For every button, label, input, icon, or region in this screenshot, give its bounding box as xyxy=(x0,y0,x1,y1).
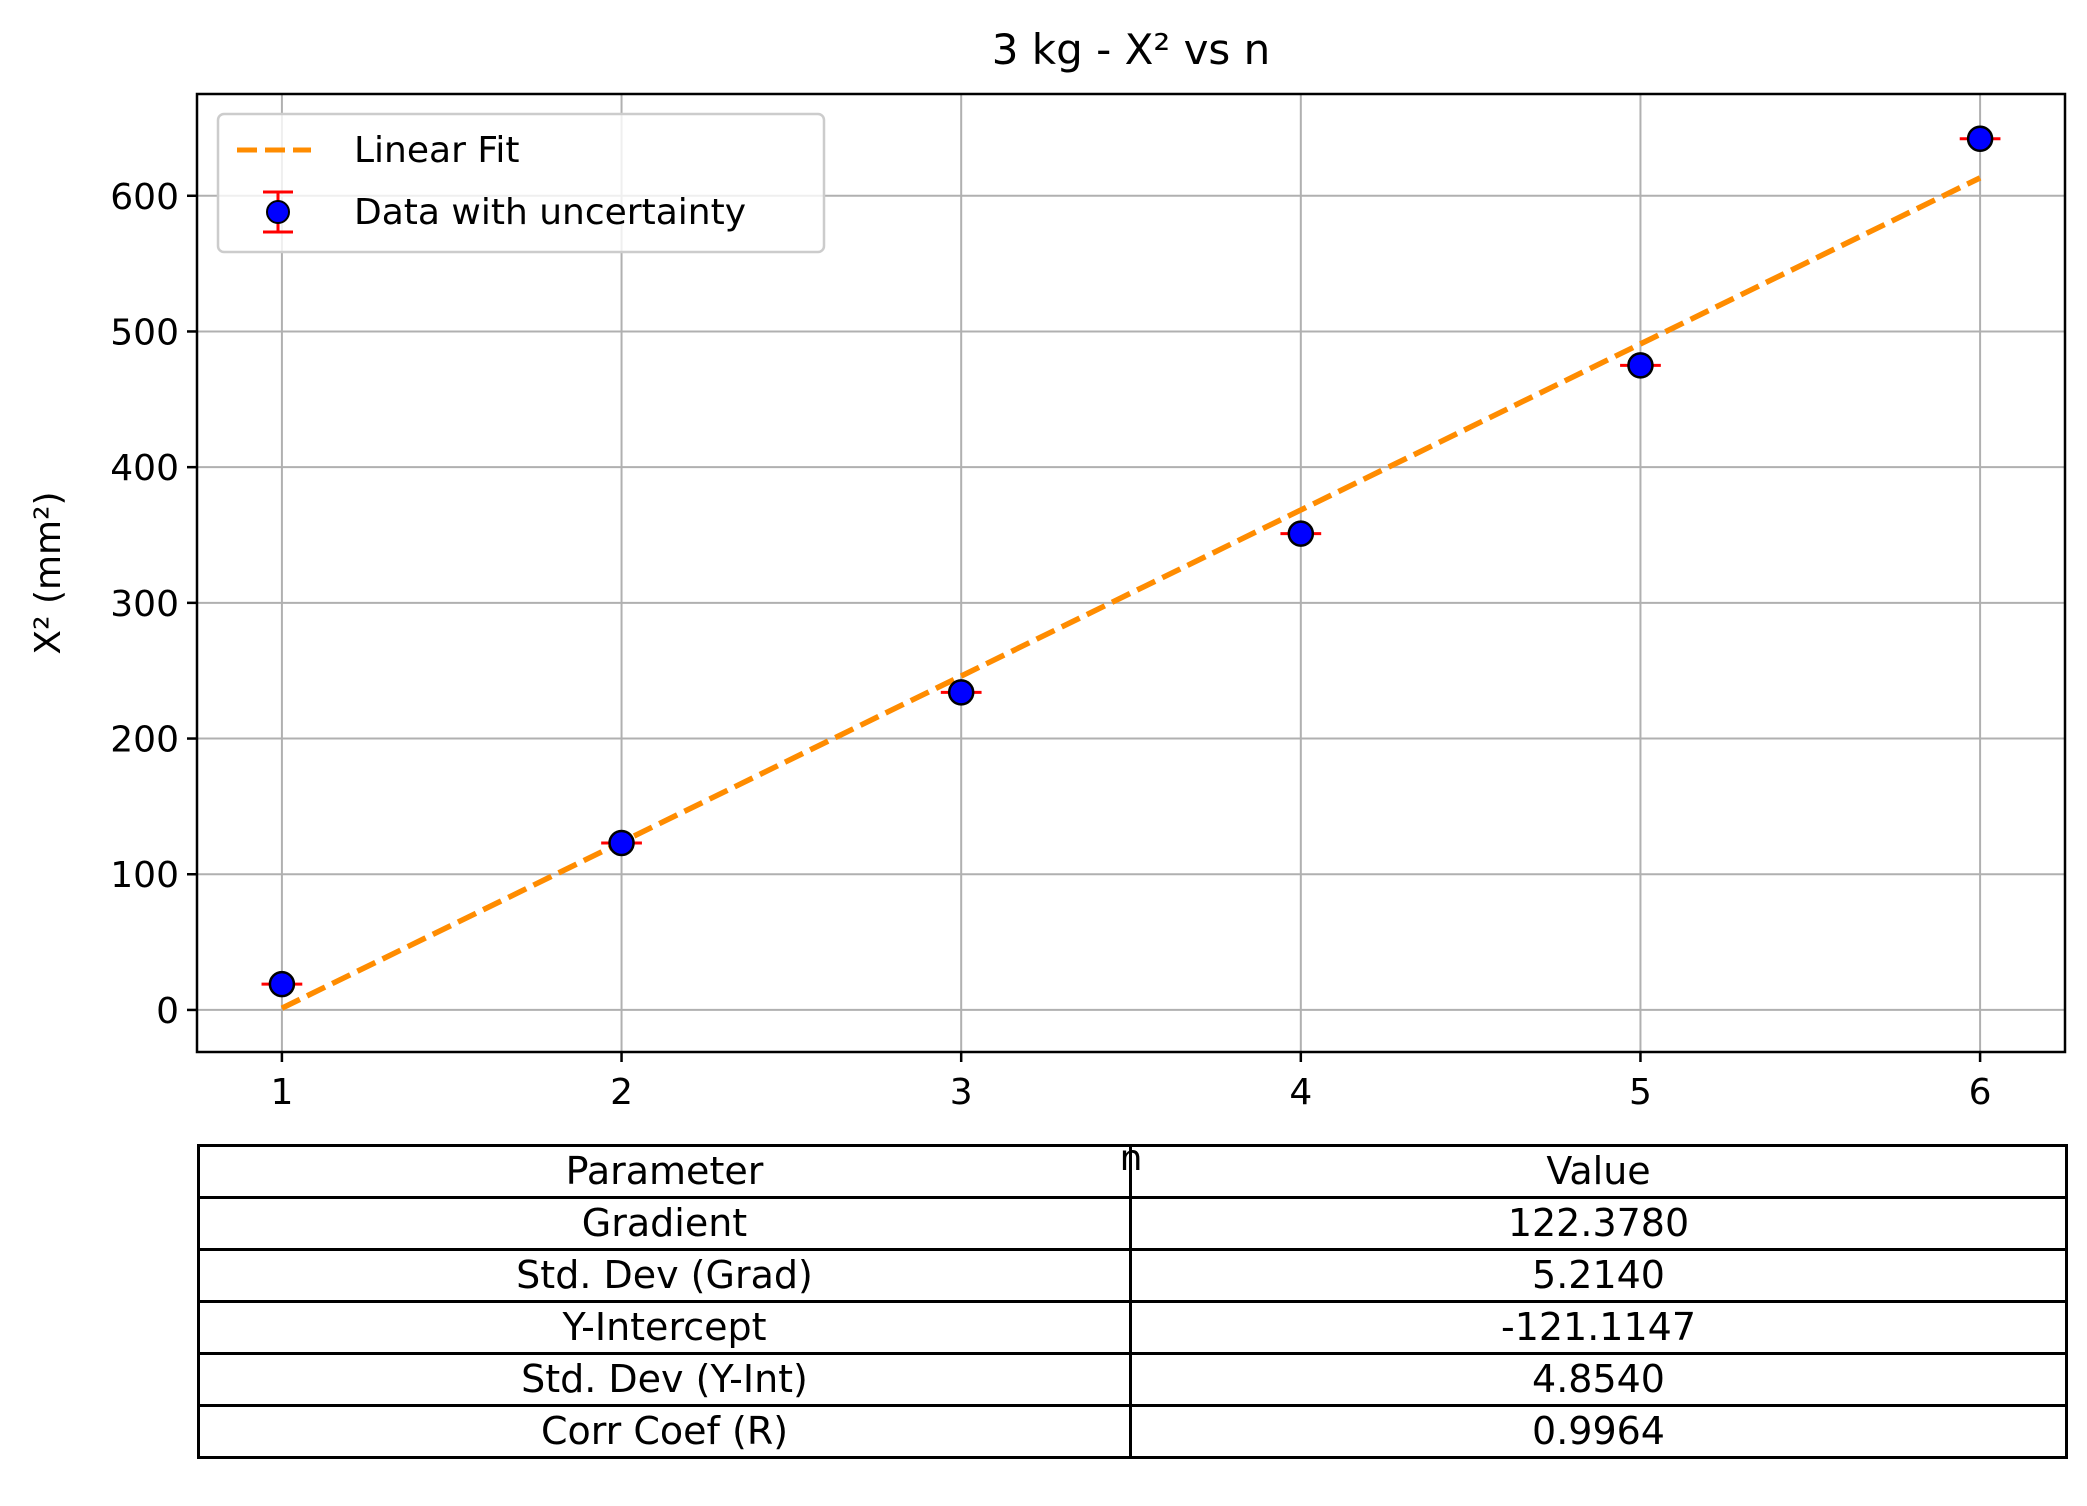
axes-frame xyxy=(195,92,2067,1054)
y-tick-label: 100 xyxy=(110,855,179,896)
x-tick-label: 2 xyxy=(610,1072,633,1113)
table-row: Std. Dev (Grad) 5.2140 xyxy=(197,1248,2068,1303)
x-tick-label: 5 xyxy=(1629,1072,1652,1113)
table-cell-parameter: Std. Dev (Y-Int) xyxy=(197,1352,1132,1407)
data-point xyxy=(1627,352,1654,379)
y-tick-label: 200 xyxy=(110,720,179,761)
table-cell-parameter: Std. Dev (Grad) xyxy=(197,1248,1132,1303)
y-tick-label: 300 xyxy=(110,584,179,625)
y-tick-label: 0 xyxy=(156,991,179,1032)
table-header-row: Parameter Value xyxy=(197,1144,2068,1199)
data-point xyxy=(1966,125,1994,153)
data-point xyxy=(268,970,296,998)
y-tick-label: 500 xyxy=(110,312,179,353)
table-cell-parameter: Y-Intercept xyxy=(197,1300,1132,1355)
table-cell-value: 122.3780 xyxy=(1129,1196,2068,1251)
x-tick-label: 4 xyxy=(1289,1072,1312,1113)
table-cell-value: 0.9964 xyxy=(1129,1404,2068,1459)
table-cell-value: 5.2140 xyxy=(1129,1248,2068,1303)
plot-area xyxy=(261,125,2001,1011)
y-tick-label: 600 xyxy=(110,177,179,218)
parameter-table: Parameter Value Gradient 122.3780 Std. D… xyxy=(197,1144,2068,1459)
table-header-parameter: Parameter xyxy=(197,1144,1132,1199)
legend-data-label: Data with uncertainty xyxy=(354,192,746,233)
data-point xyxy=(608,829,635,857)
table-row: Y-Intercept -121.1147 xyxy=(197,1300,2068,1355)
table-row: Gradient 122.3780 xyxy=(197,1196,2068,1251)
data-point xyxy=(1287,520,1315,547)
table-cell-value: -121.1147 xyxy=(1129,1300,2068,1355)
legend-box xyxy=(216,112,826,254)
grid xyxy=(197,94,2065,1052)
chart-title: 3 kg - X² vs n xyxy=(992,25,1271,74)
table-header-value: Value xyxy=(1129,1144,2068,1199)
legend-data-swatch xyxy=(263,190,293,234)
x-tick-label: 3 xyxy=(950,1072,973,1113)
table-cell-parameter: Gradient xyxy=(197,1196,1132,1251)
x-tick-label: 1 xyxy=(270,1072,293,1113)
axis-ticks: 1 2 3 4 5 6 0 100 200 300 400 500 600 xyxy=(110,177,1991,1113)
linear-fit-line xyxy=(280,175,1982,1011)
y-axis-label: X² (mm²) xyxy=(28,491,69,654)
data-point xyxy=(947,679,975,706)
legend-linear-fit-label: Linear Fit xyxy=(354,130,520,171)
table-cell-parameter: Corr Coef (R) xyxy=(197,1404,1132,1459)
table-row: Std. Dev (Y-Int) 4.8540 xyxy=(197,1352,2068,1407)
table-row: Corr Coef (R) 0.9964 xyxy=(197,1404,2068,1459)
legend: Linear Fit Data with uncertainty xyxy=(216,112,826,254)
table-cell-value: 4.8540 xyxy=(1129,1352,2068,1407)
y-tick-label: 400 xyxy=(110,448,179,489)
x-tick-label: 6 xyxy=(1969,1072,1992,1113)
